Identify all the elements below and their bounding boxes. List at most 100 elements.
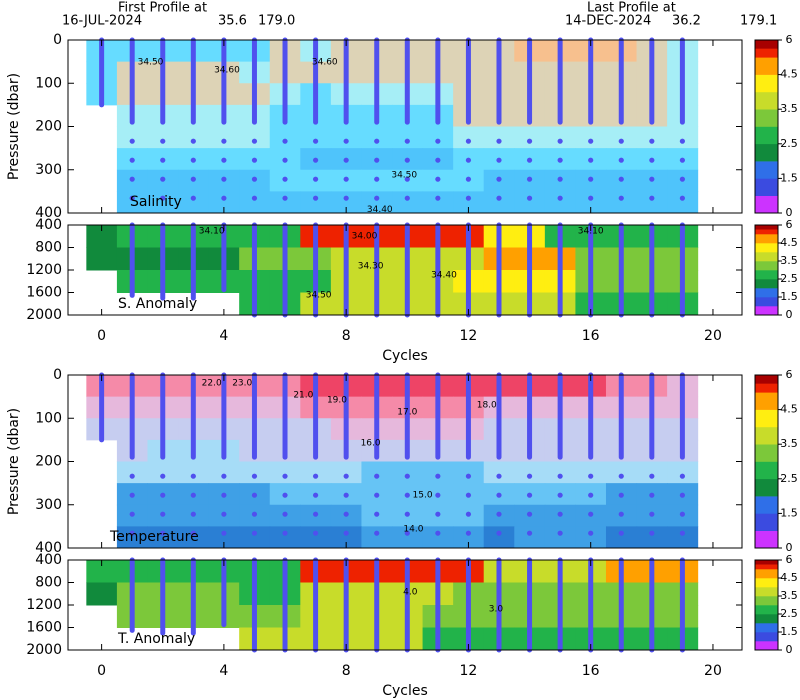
cell [330, 526, 362, 549]
colorbar-swatch [755, 91, 778, 110]
colorbar-swatch [755, 478, 778, 497]
profile-dot [465, 176, 472, 182]
profile-dot [312, 530, 319, 536]
colorbar-swatch [755, 297, 778, 307]
profile-dot [465, 138, 472, 144]
colorbar-swatch [755, 392, 778, 410]
colorbar-swatch [755, 57, 778, 75]
profile-dot [160, 530, 166, 536]
cell [147, 191, 179, 214]
profile-dot [618, 157, 624, 163]
colorbar-swatch [755, 587, 778, 597]
cell [361, 461, 393, 484]
y-tick-label: 300 [35, 497, 62, 513]
contour-label: 17.0 [397, 408, 417, 418]
y-tick-label: 0 [53, 367, 62, 383]
profile-dot [526, 473, 533, 479]
profile-dot [465, 511, 472, 517]
cell [483, 191, 515, 214]
profile-dot [404, 138, 410, 144]
profile-dot [160, 138, 166, 144]
colorbar-tick-label: 4.5 [780, 571, 798, 584]
profile-dot [129, 157, 135, 163]
contour-label: 34.10 [199, 227, 225, 237]
y-tick-label: 800 [35, 240, 62, 256]
x-tick-label: 8 [342, 663, 351, 679]
profile-dot [282, 176, 288, 182]
profile-dot [129, 511, 135, 517]
profile-dot [526, 176, 533, 182]
x-tick-label: 0 [97, 328, 106, 344]
cell [575, 526, 607, 549]
profile-dot [618, 511, 624, 517]
profile-dot [343, 530, 349, 536]
panel-label: Salinity [130, 194, 182, 210]
cell [392, 461, 424, 484]
colorbar-swatch [755, 426, 778, 445]
colorbar-swatch [755, 560, 778, 570]
profile-dot [251, 138, 258, 144]
profile-dot [312, 157, 319, 163]
profile-dot [251, 511, 258, 517]
y-tick-label: 200 [35, 119, 62, 135]
profile-dot [588, 473, 594, 479]
profile-dot [374, 157, 380, 163]
profile-dot [649, 492, 655, 498]
profile-dot [557, 473, 563, 479]
cell [239, 126, 271, 149]
profile-dot [343, 195, 349, 201]
cell [575, 191, 607, 214]
cell [178, 461, 210, 484]
cell [330, 126, 362, 149]
profile-dot [312, 195, 319, 201]
cell [636, 461, 668, 484]
x-tick-label: 20 [704, 328, 722, 344]
y-tick-label: 0 [53, 32, 62, 48]
contour-label: 3.0 [489, 604, 504, 614]
profile-dot [557, 157, 563, 163]
profile-dot [190, 473, 196, 479]
profile-dot [496, 138, 502, 144]
profile-dot [374, 511, 380, 517]
cell [116, 191, 148, 214]
x-tick-label: 4 [219, 328, 228, 344]
y-axis-label: Pressure (dbar) [6, 408, 22, 515]
profile-dot [435, 530, 441, 536]
y-tick-label: 1600 [26, 285, 62, 301]
cell [544, 191, 576, 214]
cell [269, 191, 301, 214]
profile-dot [679, 176, 685, 182]
contour-label: 22.0 [202, 378, 222, 388]
profile-dot [190, 195, 196, 201]
colorbar-tick-label: 2.5 [780, 137, 798, 150]
profile-dot [557, 492, 563, 498]
colorbar-tick-label: 3.5 [780, 102, 798, 115]
y-tick-label: 400 [35, 217, 62, 233]
y-tick-label: 400 [35, 205, 62, 221]
profile-dot [251, 473, 258, 479]
profile-dot [282, 511, 288, 517]
cell [392, 526, 424, 549]
profile-dot [557, 176, 563, 182]
contour-label: 14.0 [403, 524, 423, 534]
colorbar-swatch [755, 109, 778, 127]
cell [483, 126, 515, 149]
colorbar-swatch [755, 178, 778, 196]
cell [116, 126, 148, 149]
cell [330, 191, 362, 214]
profile-dot [557, 530, 563, 536]
profile-dot [496, 511, 502, 517]
profile-dot [588, 176, 594, 182]
y-tick-label: 100 [35, 410, 62, 426]
profile-dot [221, 511, 227, 517]
profile-dot [190, 530, 196, 536]
profile-dot [190, 176, 196, 182]
cell [453, 126, 485, 149]
profile-dot [129, 138, 135, 144]
profile-dot [465, 530, 472, 536]
header-last-lon: 179.1 [740, 14, 777, 29]
profile-dot [221, 492, 227, 498]
panel-label: Temperature [109, 529, 199, 545]
profile-dot [282, 157, 288, 163]
colorbar-tick-label: 1.5 [780, 171, 798, 184]
